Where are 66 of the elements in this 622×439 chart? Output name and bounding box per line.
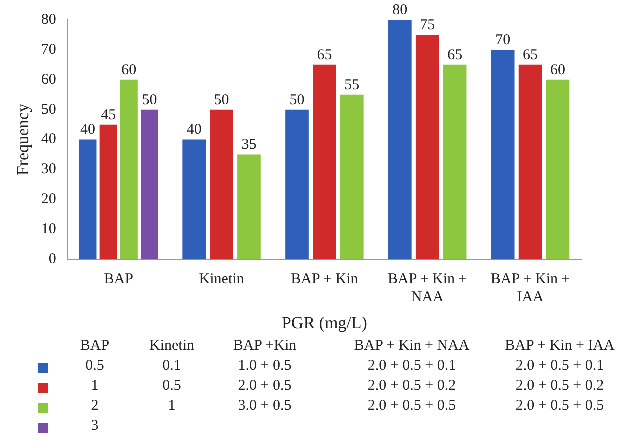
data-label: 65 (523, 47, 538, 64)
text: 2.0 + 0.5 + 0.2 (368, 378, 456, 395)
bar (340, 94, 364, 260)
bar (491, 50, 515, 260)
text: 0.5 (86, 358, 104, 375)
y-tick-label: 30 (41, 162, 56, 178)
text: Kinetin (150, 338, 194, 355)
x-tick-label: BAP + Kin + NAA (388, 272, 468, 306)
bar (546, 80, 570, 260)
data-label: 45 (101, 107, 116, 124)
data-label: 35 (242, 137, 257, 154)
data-label: 65 (448, 47, 463, 64)
text: BAP + Kin + IAA (505, 338, 615, 355)
text: BAP +Kin (233, 338, 297, 355)
text: 1 (91, 378, 99, 395)
data-label: 40 (80, 122, 96, 138)
data-label: 50 (290, 92, 305, 108)
data-label: 50 (142, 92, 158, 108)
text: 3.0 + 0.5 (238, 398, 292, 415)
x-tick-label: Kinetin (199, 272, 245, 288)
text: 0.1 (162, 358, 182, 375)
data-label: 55 (344, 77, 360, 94)
data-label: 65 (317, 47, 332, 64)
text: 2.0 + 0.5 + 0.2 (516, 378, 604, 395)
y-tick-label: 50 (41, 102, 56, 118)
bar (388, 20, 412, 260)
y-tick-label: 0 (48, 252, 56, 268)
y-tick-label: 70 (41, 42, 56, 58)
data-label: 80 (392, 2, 408, 18)
text: 2 (91, 398, 99, 415)
text: 2.0 + 0.5 + 0.5 (368, 398, 456, 415)
text: 2.0 + 0.5 (238, 378, 292, 395)
bar (140, 110, 158, 260)
data-label: 60 (550, 62, 566, 78)
text: 3 (91, 418, 99, 435)
y-axis-title: Frequency (14, 103, 33, 176)
bar (286, 110, 309, 260)
bar (443, 64, 467, 260)
bar (416, 34, 440, 260)
text: 0.5 (162, 378, 182, 395)
text: BAP (80, 338, 110, 355)
text: 2.0 + 0.5 + 0.1 (516, 358, 604, 375)
bar (313, 64, 336, 260)
data-label: 50 (214, 92, 230, 108)
data-label: 75 (420, 17, 436, 34)
text: 2.0 + 0.5 + 0.1 (368, 358, 456, 375)
bar (182, 140, 206, 260)
data-label: 40 (186, 122, 202, 138)
text: BAP + Kin + NAA (354, 338, 470, 355)
y-tick-label: 20 (41, 192, 56, 208)
data-label: 60 (122, 62, 137, 78)
data-label: 70 (496, 32, 511, 48)
y-tick-label: 10 (41, 222, 56, 238)
y-tick-label: 80 (41, 12, 56, 28)
text: 1 (168, 398, 176, 415)
y-tick-label: 40 (41, 132, 56, 148)
x-tick-label: BAP (104, 272, 134, 288)
y-tick-label: 60 (41, 72, 56, 88)
bar (518, 64, 542, 260)
x-tick-label: BAP + Kin + IAA (490, 272, 570, 306)
text: 1.0 + 0.5 (238, 358, 292, 375)
text: 2.0 + 0.5 + 0.5 (516, 398, 604, 415)
bar (238, 154, 261, 260)
x-axis-title: PGR (mg/L) (282, 313, 368, 332)
bar (210, 110, 234, 260)
x-tick-label: BAP + Kin (291, 272, 359, 288)
